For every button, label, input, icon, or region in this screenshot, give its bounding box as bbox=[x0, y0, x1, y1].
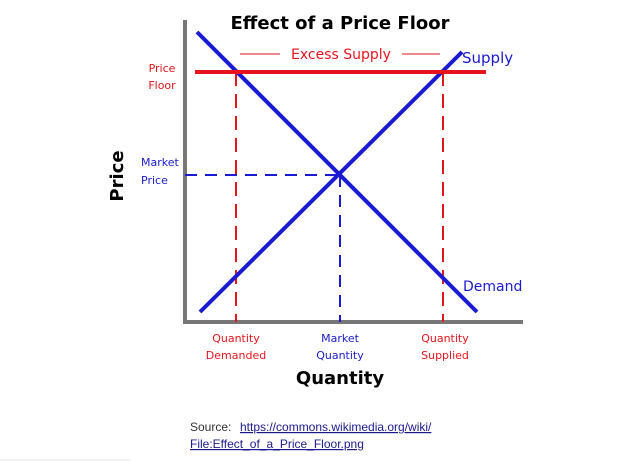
x-axis-label: Quantity bbox=[296, 368, 384, 389]
price-floor-label: Floor bbox=[148, 79, 176, 92]
excess-supply-label: Excess Supply bbox=[291, 47, 391, 63]
market-price-label: Price bbox=[141, 174, 168, 187]
quantity-demanded-label: Quantity bbox=[212, 332, 260, 345]
quantity-supplied-label: Quantity bbox=[421, 332, 469, 345]
y-axis-label: Price bbox=[107, 150, 128, 201]
market-price-label: Market bbox=[141, 156, 179, 169]
supply-curve bbox=[198, 50, 464, 314]
market-quantity-label: Quantity bbox=[316, 349, 364, 362]
source-label: Source: bbox=[190, 420, 231, 434]
price-floor-label: Price bbox=[149, 62, 176, 75]
supply-label: Supply bbox=[462, 49, 513, 67]
quantity-supplied-label: Supplied bbox=[421, 349, 469, 362]
market-quantity-label: Market bbox=[321, 332, 359, 345]
source-link[interactable]: File:Effect_of_a_Price_Floor.png bbox=[190, 437, 364, 451]
source-link[interactable]: https://commons.wikimedia.org/wiki/ bbox=[240, 420, 432, 434]
title: Effect of a Price Floor bbox=[231, 13, 450, 34]
demand-curve bbox=[195, 30, 479, 314]
demand-label: Demand bbox=[463, 279, 522, 295]
quantity-demanded-label: Demanded bbox=[206, 349, 266, 362]
